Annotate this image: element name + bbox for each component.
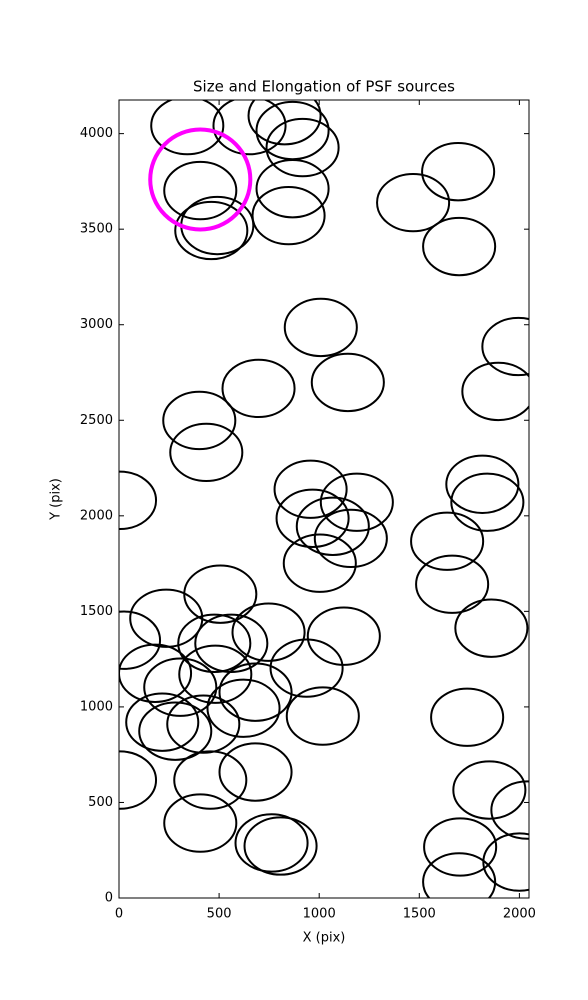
psf-ellipse (163, 160, 238, 221)
psf-ellipse (119, 610, 162, 670)
psf-ellipse (481, 316, 529, 377)
x-tick-label: 2000 (503, 907, 536, 922)
psf-ellipse (376, 172, 451, 233)
psf-ellipse (212, 100, 287, 156)
psf-ellipse (422, 852, 497, 898)
psf-ellipse (218, 662, 293, 722)
psf-ellipse (218, 742, 293, 802)
psf-ellipse (430, 687, 505, 747)
psf-ellipse (255, 159, 330, 219)
psf-ellipse (221, 358, 296, 419)
psf-ellipse (421, 141, 496, 202)
psf-ellipse (452, 760, 527, 820)
psf-ellipse (422, 216, 497, 277)
psf-ellipse (125, 692, 200, 752)
psf-ellipse (285, 686, 360, 746)
psf-ellipse (177, 613, 252, 673)
psf-ellipse (163, 793, 238, 853)
psf-ellipse (206, 678, 281, 738)
psf-ellipse (313, 508, 388, 569)
psf-ellipse (247, 100, 322, 146)
psf-ellipse (306, 606, 381, 666)
x-tick-label: 500 (207, 907, 232, 922)
y-tick-label: 3500 (80, 222, 113, 237)
psf-ellipse (173, 750, 248, 810)
psf-ellipse (231, 602, 306, 662)
y-tick-label: 3000 (80, 317, 113, 332)
psf-ellipse (243, 816, 318, 876)
axes-frame (118, 99, 530, 899)
y-tick-label: 2000 (80, 508, 113, 523)
psf-ellipse (169, 422, 244, 483)
psf-ellipse (234, 813, 309, 873)
psf-ellipse (138, 701, 213, 761)
psf-ellipse (119, 643, 193, 703)
psf-ellipse (275, 488, 350, 548)
psf-ellipse (423, 817, 498, 877)
y-tick-label: 1000 (80, 699, 113, 714)
psf-ellipse (150, 100, 225, 156)
psf-ellipse (450, 472, 525, 532)
psf-ellipse (283, 297, 358, 358)
psf-ellipse (143, 657, 218, 717)
psf-ellipse (265, 117, 340, 178)
x-tick-label: 0 (115, 907, 123, 922)
psf-ellipse (119, 470, 158, 530)
psf-ellipse (162, 390, 237, 451)
psf-ellipse (410, 511, 485, 571)
psf-ellipse (490, 780, 529, 840)
x-tick-label: 1500 (403, 907, 436, 922)
psf-ellipse (454, 598, 529, 658)
x-tick-label: 1000 (303, 907, 336, 922)
y-tick-label: 2500 (80, 413, 113, 428)
psf-ellipse (295, 496, 370, 556)
psf-ellipse (273, 459, 348, 519)
psf-ellipse (482, 832, 529, 892)
psf-ellipse (282, 533, 357, 593)
y-tick-label: 0 (105, 891, 113, 906)
y-tick-label: 4000 (80, 126, 113, 141)
y-tick-label: 1500 (80, 604, 113, 619)
psf-ellipse (178, 644, 253, 704)
chart-title: Size and Elongation of PSF sources (193, 78, 455, 96)
y-axis-label: Y (pix) (49, 478, 64, 521)
y-tick-label: 500 (88, 795, 113, 810)
psf-ellipse (119, 750, 158, 810)
x-axis-label: X (pix) (303, 931, 346, 946)
psf-ellipse (269, 638, 344, 698)
psf-ellipse (310, 352, 385, 413)
plot-area (119, 100, 529, 898)
psf-ellipse (461, 361, 529, 422)
highlight-circle (148, 127, 253, 232)
psf-ellipse (445, 454, 520, 514)
psf-ellipse (415, 554, 490, 614)
psf-ellipse (319, 472, 394, 532)
psf-ellipse (174, 200, 249, 261)
psf-ellipse (251, 185, 326, 246)
